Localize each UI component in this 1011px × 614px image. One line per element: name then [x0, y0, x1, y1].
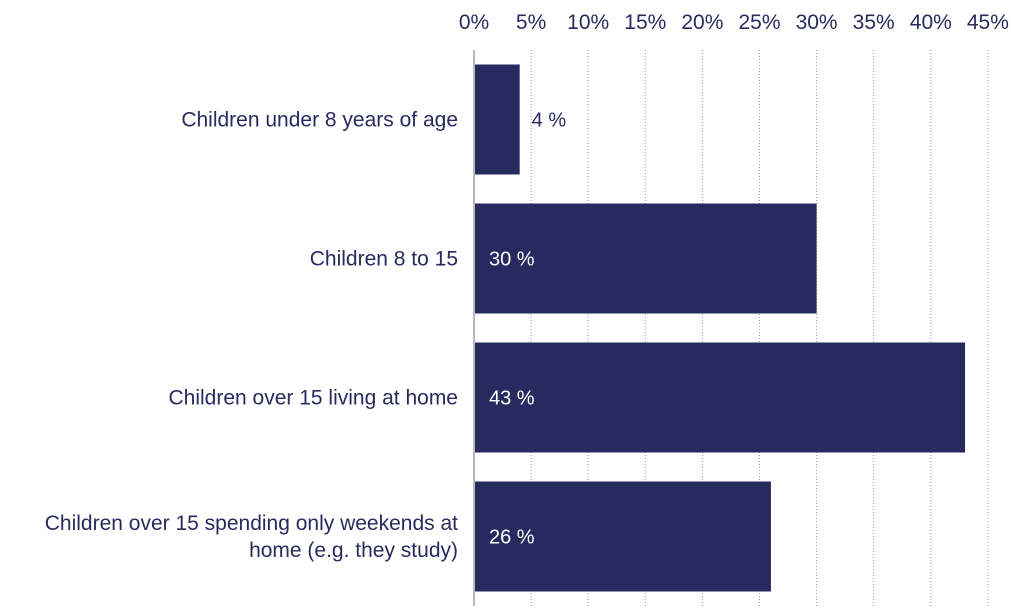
x-tick-label: 35%	[853, 11, 895, 34]
x-tick-label: 0%	[459, 11, 489, 34]
category-label: Children over 15 spending only weekends …	[45, 512, 458, 535]
data-label: 4 %	[532, 110, 567, 132]
x-tick-label: 25%	[738, 11, 780, 34]
bar	[475, 342, 966, 453]
x-tick-label: 10%	[567, 11, 609, 34]
data-label: 43 %	[489, 388, 535, 410]
bar	[475, 481, 771, 592]
data-label: 30 %	[489, 249, 535, 271]
x-tick-label: 40%	[910, 11, 952, 34]
x-tick-label: 15%	[624, 11, 666, 34]
x-tick-label: 5%	[516, 11, 546, 34]
bar	[475, 64, 520, 175]
data-label: 26 %	[489, 527, 535, 549]
x-tick-label: 20%	[681, 11, 723, 34]
category-label: Children 8 to 15	[310, 248, 458, 271]
category-label: home (e.g. they study)	[249, 539, 458, 562]
category-label: Children over 15 living at home	[169, 387, 459, 410]
category-label: Children under 8 years of age	[181, 109, 458, 132]
x-tick-label: 30%	[796, 11, 838, 34]
bar	[475, 203, 817, 314]
x-tick-label: 45%	[967, 11, 1009, 34]
